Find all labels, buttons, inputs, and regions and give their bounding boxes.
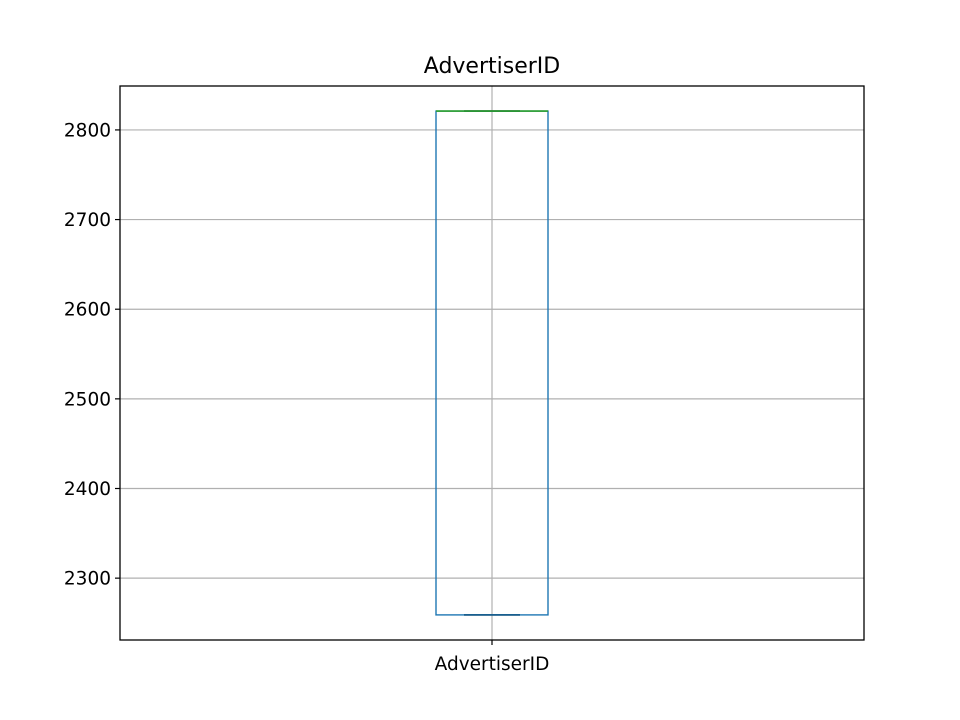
y-tick-label: 2800 bbox=[64, 120, 111, 141]
y-tick-label: 2700 bbox=[64, 210, 111, 231]
y-tick-label: 2600 bbox=[64, 300, 111, 321]
y-tick-label: 2300 bbox=[64, 569, 111, 590]
chart-title: AdvertiserID bbox=[424, 54, 560, 79]
grid-layer bbox=[120, 86, 864, 640]
x-tick-label: AdvertiserID bbox=[435, 654, 550, 675]
y-tick-label: 2500 bbox=[64, 389, 111, 410]
y-tick-label: 2400 bbox=[64, 479, 111, 500]
box-layer bbox=[435, 110, 549, 616]
tick-layer: 2300 2400 2500 2600 2700 2800 AdvertiserID bbox=[64, 120, 549, 675]
